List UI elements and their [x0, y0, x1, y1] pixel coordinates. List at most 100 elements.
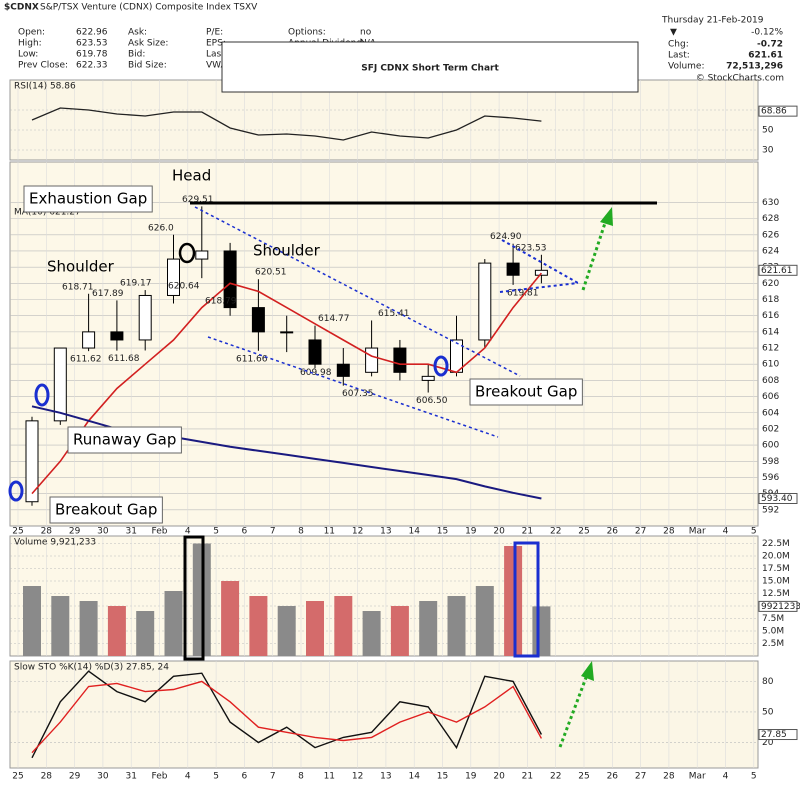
y-tick-label: 7.5M [762, 614, 784, 624]
y-tick-label: 600 [762, 441, 779, 451]
field-label: Options: [288, 28, 326, 38]
y-tick-label: 620 [762, 279, 779, 289]
x-tick-label: 30 [97, 772, 109, 782]
y-tick-label: 50 [762, 707, 774, 717]
annotation: Head [172, 167, 211, 185]
candle-body [308, 339, 322, 365]
field-label: EPS: [206, 39, 226, 49]
x-tick-label: 11 [324, 772, 335, 782]
volume-bar [362, 611, 381, 656]
annotation: Shoulder [253, 242, 321, 260]
x-tick-label: 22 [550, 527, 561, 537]
volume-bar [136, 611, 155, 656]
price-label: 611.66 [236, 354, 268, 364]
volume-bar [475, 586, 494, 656]
gap-circle [433, 355, 449, 377]
x-tick-label: 4 [185, 772, 191, 782]
x-tick-label: 15 [437, 772, 448, 782]
x-tick-label: 22 [550, 772, 561, 782]
candle-body [280, 331, 294, 334]
volume-bar [249, 596, 268, 656]
x-tick-label: 8 [298, 527, 304, 537]
annotation: Breakout Gap [475, 383, 577, 401]
x-tick-label: 4 [723, 527, 729, 537]
x-tick-label: 8 [298, 772, 304, 782]
x-tick-label: 25 [12, 772, 23, 782]
annotation-box [67, 426, 182, 454]
volume-bar [447, 596, 466, 656]
field-label: Low: [18, 50, 38, 60]
x-tick-label: 20 [493, 772, 505, 782]
x-tick-label: 5 [213, 772, 219, 782]
series-line [31, 680, 543, 754]
volume-bar [419, 601, 438, 656]
annotation: Exhaustion Gap [29, 190, 147, 208]
x-tick-label: 11 [324, 527, 335, 537]
y-tick-label: 20.0M [762, 552, 790, 562]
x-tick-label: 28 [41, 772, 53, 782]
x-tick-label: 28 [41, 527, 53, 537]
y-tick-label: 608 [762, 376, 779, 386]
y-tick-label: 624 [762, 246, 779, 256]
volume-bar [306, 601, 324, 656]
y-tick-label: 598 [762, 457, 779, 467]
triangle-bottom [499, 282, 579, 293]
candle-body [25, 420, 39, 503]
arrow-head [581, 661, 594, 681]
y-tick-label: 2.5M [762, 639, 784, 649]
field-label: Ask Size: [128, 39, 168, 49]
volume-bar [221, 581, 240, 656]
candle-body [336, 363, 350, 377]
y-tick-label: 606 [762, 392, 779, 402]
field-label: Volume: [668, 62, 705, 72]
field-label: Last: [668, 51, 690, 61]
x-tick-label: 31 [125, 772, 136, 782]
panel [9, 79, 759, 161]
price-label: 611.68 [108, 354, 140, 364]
price-label: 619.17 [120, 279, 152, 289]
x-tick-label: 28 [663, 772, 675, 782]
value-box-label: 9921233 [761, 602, 800, 612]
candle-body [167, 258, 180, 296]
x-tick-label: 26 [607, 527, 619, 537]
volume-bar [164, 591, 183, 656]
x-tick-label: Mar [689, 772, 706, 782]
annotation: Shoulder [47, 258, 115, 276]
panel [9, 660, 759, 769]
x-tick-label: 4 [723, 772, 729, 782]
volume-bar [390, 606, 409, 656]
series-line [31, 272, 543, 495]
field-label: Ask: [128, 28, 147, 38]
volume-bar [51, 596, 70, 656]
price-label: 620.64 [168, 282, 200, 292]
y-tick-label: 628 [762, 214, 779, 224]
candle-body [110, 331, 124, 341]
title: SFJ CDNX Short Term Chart [361, 64, 499, 74]
price-label: 624.90 [490, 232, 522, 242]
gap-circle [34, 383, 50, 407]
y-tick-label: 15.0M [762, 577, 790, 587]
y-tick-label: 614 [762, 327, 779, 337]
field-value: -0.72 [757, 40, 783, 50]
volume-bar [532, 606, 551, 656]
value-box [758, 105, 798, 117]
x-tick-label: 5 [751, 527, 757, 537]
arrow-up [558, 674, 589, 748]
y-tick-label: 618 [762, 295, 779, 305]
change-pct: -0.12% [751, 28, 783, 38]
x-tick-label: 27 [635, 527, 646, 537]
y-tick-label: 616 [762, 311, 779, 321]
candle-body [195, 250, 209, 260]
y-tick-label: 610 [762, 360, 779, 370]
annotation-box [23, 185, 153, 213]
candle-body [421, 375, 435, 381]
index-name: S&P/TSX Venture (CDNX) Composite Index T… [40, 3, 258, 13]
candle-body [534, 269, 548, 276]
panels [9, 79, 759, 769]
value-box [758, 492, 798, 504]
x-tick-label: Feb [152, 772, 168, 782]
candle-body [223, 250, 237, 309]
value-box-label: 621.61 [761, 266, 793, 276]
value-box [758, 600, 798, 612]
field-label: VWAP [206, 61, 233, 71]
